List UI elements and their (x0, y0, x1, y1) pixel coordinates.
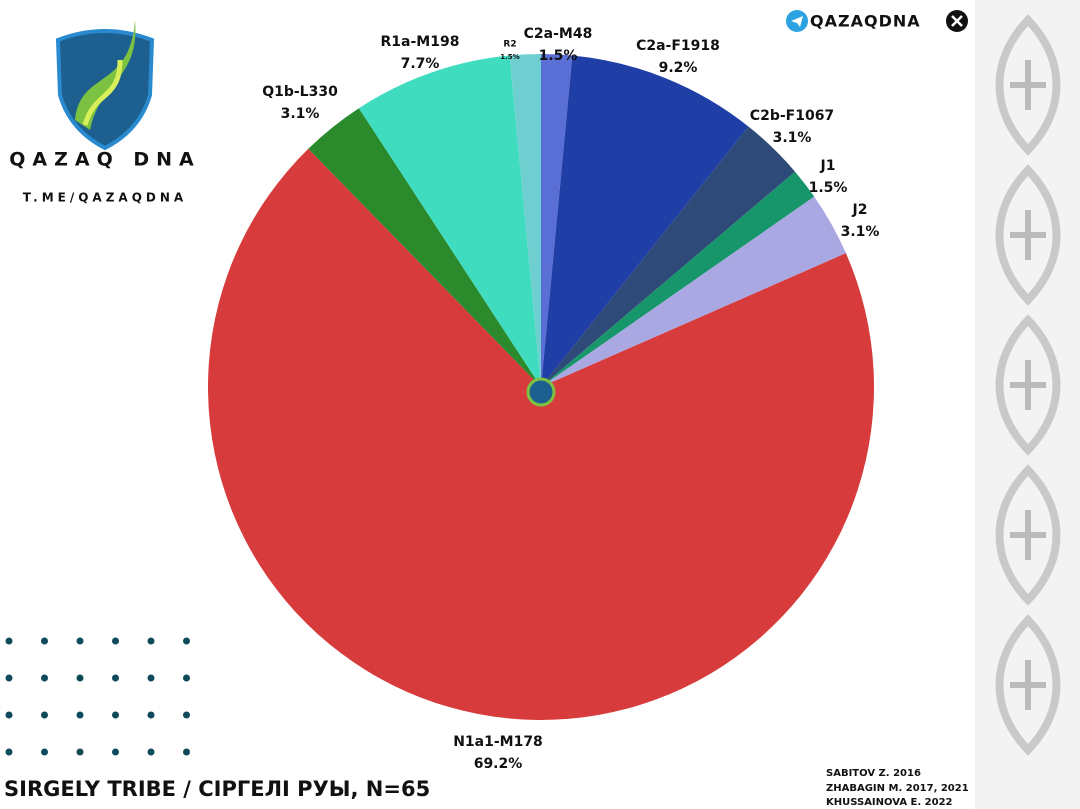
pie-slice (541, 196, 846, 387)
dot (183, 711, 190, 719)
slice-value-label: 3.1% (281, 106, 320, 122)
pie-slice (541, 171, 815, 387)
pie-slice (509, 54, 541, 387)
dot (41, 637, 48, 645)
dot (147, 711, 155, 719)
slice-value-label: 1.5% (809, 180, 848, 196)
dot (5, 711, 13, 719)
dot (112, 674, 119, 682)
center-logo (526, 377, 556, 407)
pie-slice (207, 148, 875, 720)
slice-label: Q1b-L330 (262, 84, 338, 100)
slice-label: C2b-F1067 (750, 108, 834, 124)
dot (183, 674, 190, 682)
slice-value-label: 3.1% (773, 130, 812, 146)
dot (147, 637, 155, 645)
slice-label: N1a1-M178 (453, 734, 543, 750)
dot (41, 748, 48, 756)
dot (76, 748, 84, 756)
pie-slice (541, 126, 796, 387)
dot (76, 674, 84, 682)
slice-label: J1 (820, 158, 836, 174)
pie-slice (308, 108, 541, 387)
slice-value-label: 69.2% (474, 756, 523, 772)
chart-title: SIRGELY TRIBE / СІРГЕЛІ РУЫ, N=65 (4, 777, 430, 801)
x-glyph (951, 15, 963, 27)
dot (183, 637, 190, 645)
pie-slice (541, 54, 573, 387)
slice-value-label: 1.5% (500, 53, 519, 61)
channel-name: QAZAQDNA (810, 12, 921, 31)
slice-value-label: 3.1% (841, 224, 880, 240)
dot (5, 637, 13, 645)
dot (76, 637, 84, 645)
source: KHUSSAINOVA E. 2022 (826, 797, 953, 808)
source: SABITOV Z. 2016 (826, 768, 921, 779)
pie-slice (358, 55, 541, 387)
slice-label: R2 (503, 40, 516, 50)
dot (76, 711, 84, 719)
dot (41, 674, 48, 682)
dot (112, 748, 119, 756)
logo-text: QAZAQ DNA (9, 149, 200, 171)
logo (55, 20, 155, 151)
slice-value-label: 9.2% (659, 60, 698, 76)
dot (112, 711, 119, 719)
dot (112, 637, 119, 645)
pie-slice (541, 55, 749, 387)
dot (147, 748, 155, 756)
dot (147, 674, 155, 682)
slice-value-label: 7.7% (401, 56, 440, 72)
dot (5, 674, 13, 682)
dot (183, 748, 190, 756)
logo-link: T.ME/QAZAQDNA (23, 191, 187, 205)
slice-value-label: 1.5% (539, 48, 578, 64)
source: ZHABAGIN M. 2017, 2021 (826, 783, 969, 794)
slice-label: R1a-M198 (381, 34, 460, 50)
slice-label: C2a-M48 (524, 26, 593, 42)
slice-label: J2 (852, 202, 868, 218)
slice-label: C2a-F1918 (636, 38, 720, 54)
ornament (975, 0, 1080, 809)
dot (41, 711, 48, 719)
dot (5, 748, 13, 756)
dot-grid (5, 637, 190, 756)
telegram-glyph (791, 16, 803, 27)
